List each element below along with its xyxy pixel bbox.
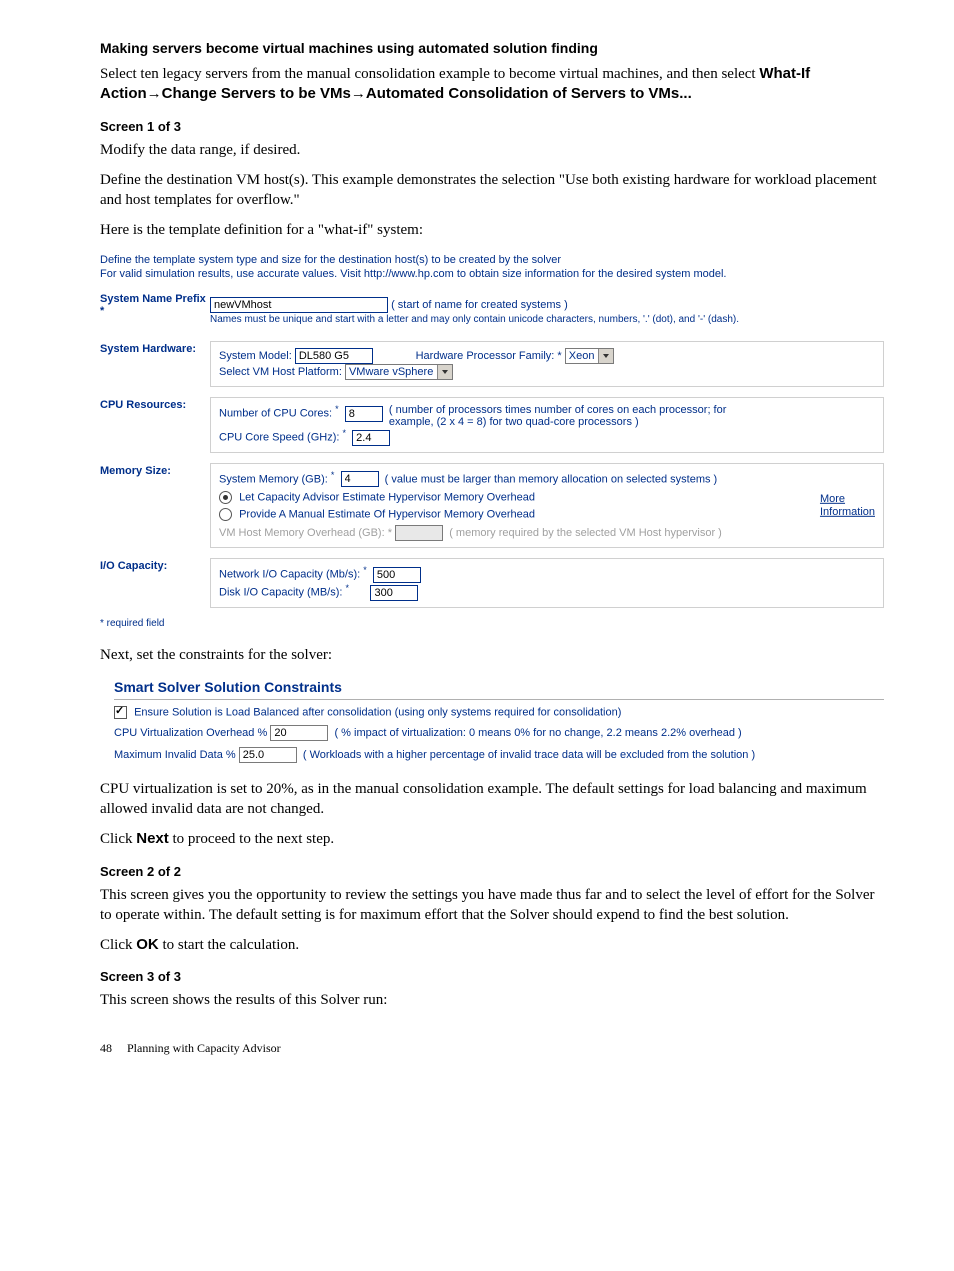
solver-intro-text: Next, set the constraints for the solver…: [100, 645, 884, 665]
screen1-p2: Define the destination VM host(s). This …: [100, 170, 884, 211]
mem-ovh-label: VM Host Memory Overhead (GB): *: [219, 527, 392, 539]
chevron-down-icon: [598, 349, 613, 363]
hw-proc-value: Xeon: [569, 350, 595, 362]
load-balanced-checkbox[interactable]: [114, 706, 127, 719]
radio-estimate-label: Let Capacity Advisor Estimate Hypervisor…: [239, 492, 535, 504]
label-system-hw: System Hardware:: [100, 341, 210, 355]
mem-ovh-hint: ( memory required by the selected VM Hos…: [449, 527, 722, 539]
required-field-note: * required field: [100, 618, 884, 629]
mem-sys-label: System Memory (GB):: [219, 473, 328, 485]
cpu-cores-hint: ( number of processors times number of c…: [389, 404, 769, 428]
click-text: Click: [100, 831, 136, 847]
mem-sys-hint: ( value must be larger than memory alloc…: [385, 473, 718, 485]
intro-text: Select ten legacy servers from the manua…: [100, 66, 759, 82]
hw-proc-label: Hardware Processor Family: *: [416, 350, 562, 362]
divider: [114, 699, 884, 700]
cpu-overhead-hint: ( % impact of virtualization: 0 means 0%…: [334, 727, 741, 739]
intro-paragraph: Select ten legacy servers from the manua…: [100, 64, 884, 105]
mem-ovh-input: [395, 525, 443, 541]
screen3-p1: This screen shows the results of this So…: [100, 990, 884, 1010]
proceed-text: to proceed to the next step.: [169, 831, 334, 847]
radio-estimate[interactable]: [219, 491, 232, 504]
screen-1-heading: Screen 1 of 3: [100, 119, 884, 134]
label-io-cap: I/O Capacity:: [100, 558, 210, 572]
form-intro-line1: Define the template system type and size…: [100, 254, 561, 266]
io-net-label: Network I/O Capacity (Mb/s):: [219, 569, 360, 581]
page-title: Making servers become virtual machines u…: [100, 40, 884, 56]
max-invalid-label: Maximum Invalid Data %: [114, 749, 236, 761]
footer-title: Planning with Capacity Advisor: [127, 1041, 281, 1055]
radio-manual[interactable]: [219, 508, 232, 521]
cpu-speed-label: CPU Core Speed (GHz):: [219, 432, 339, 444]
next-bold: Next: [136, 830, 169, 847]
max-invalid-input[interactable]: [239, 747, 297, 763]
hw-plat-value: VMware vSphere: [349, 366, 433, 378]
cpu-speed-input[interactable]: [352, 430, 390, 446]
hw-plat-label: Select VM Host Platform:: [219, 366, 342, 378]
hw-plat-select[interactable]: VMware vSphere: [345, 364, 453, 380]
solver-heading: Smart Solver Solution Constraints: [114, 679, 884, 697]
screen-2-heading: Screen 2 of 2: [100, 864, 884, 879]
io-disk-input[interactable]: [370, 585, 418, 601]
more-link[interactable]: More: [820, 492, 845, 504]
screen1-p3: Here is the template definition for a "w…: [100, 220, 884, 240]
screen1-p1: Modify the data range, if desired.: [100, 140, 884, 160]
hw-proc-select[interactable]: Xeon: [565, 348, 615, 364]
io-net-input[interactable]: [373, 567, 421, 583]
form-intro: Define the template system type and size…: [100, 253, 884, 282]
page-footer: 48 Planning with Capacity Advisor: [100, 1041, 884, 1056]
after-solver-p1: CPU virtualization is set to 20%, as in …: [100, 779, 884, 820]
hw-model-label: System Model:: [219, 350, 292, 362]
system-name-note: Names must be unique and start with a le…: [210, 314, 739, 325]
max-invalid-hint: ( Workloads with a higher percentage of …: [303, 749, 755, 761]
page-number: 48: [100, 1041, 112, 1055]
chevron-down-icon: [437, 365, 452, 379]
io-disk-label: Disk I/O Capacity (MB/s):: [219, 587, 342, 599]
screen2-p2: Click OK to start the calculation.: [100, 935, 884, 955]
system-name-hint: ( start of name for created systems ): [391, 299, 568, 311]
screen2-p1: This screen gives you the opportunity to…: [100, 885, 884, 926]
mem-sys-input[interactable]: [341, 471, 379, 487]
ok-bold: OK: [136, 936, 159, 953]
cpu-cores-input[interactable]: [345, 406, 383, 422]
start-calc-text: to start the calculation.: [159, 937, 299, 953]
info-link[interactable]: Information: [820, 506, 875, 518]
label-system-name: System Name Prefix *: [100, 291, 210, 317]
form-intro-line2: For valid simulation results, use accura…: [100, 268, 726, 280]
system-name-input[interactable]: [210, 297, 388, 313]
cpu-cores-label: Number of CPU Cores:: [219, 408, 332, 420]
cpu-overhead-input[interactable]: [270, 725, 328, 741]
screen-3-heading: Screen 3 of 3: [100, 969, 884, 984]
radio-manual-label: Provide A Manual Estimate Of Hypervisor …: [239, 509, 535, 521]
hw-model-input[interactable]: [295, 348, 373, 364]
click-text-2: Click: [100, 937, 136, 953]
label-cpu-res: CPU Resources:: [100, 397, 210, 411]
load-balanced-label: Ensure Solution is Load Balanced after c…: [134, 706, 621, 718]
after-solver-p2: Click Next to proceed to the next step.: [100, 829, 884, 849]
cpu-overhead-label: CPU Virtualization Overhead %: [114, 727, 267, 739]
label-mem-size: Memory Size:: [100, 463, 210, 477]
